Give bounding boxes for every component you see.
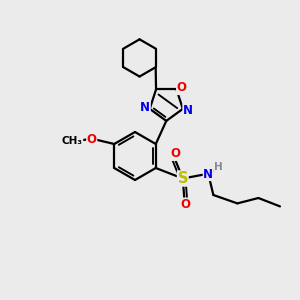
Text: O: O	[87, 133, 97, 146]
Text: H: H	[214, 161, 223, 172]
Text: S: S	[178, 171, 188, 186]
Text: N: N	[203, 167, 213, 181]
Text: N: N	[183, 104, 193, 117]
Text: O: O	[170, 147, 180, 161]
Text: CH₃: CH₃	[62, 136, 83, 146]
Text: O: O	[181, 198, 191, 211]
Text: O: O	[177, 81, 187, 94]
Text: N: N	[140, 101, 150, 114]
